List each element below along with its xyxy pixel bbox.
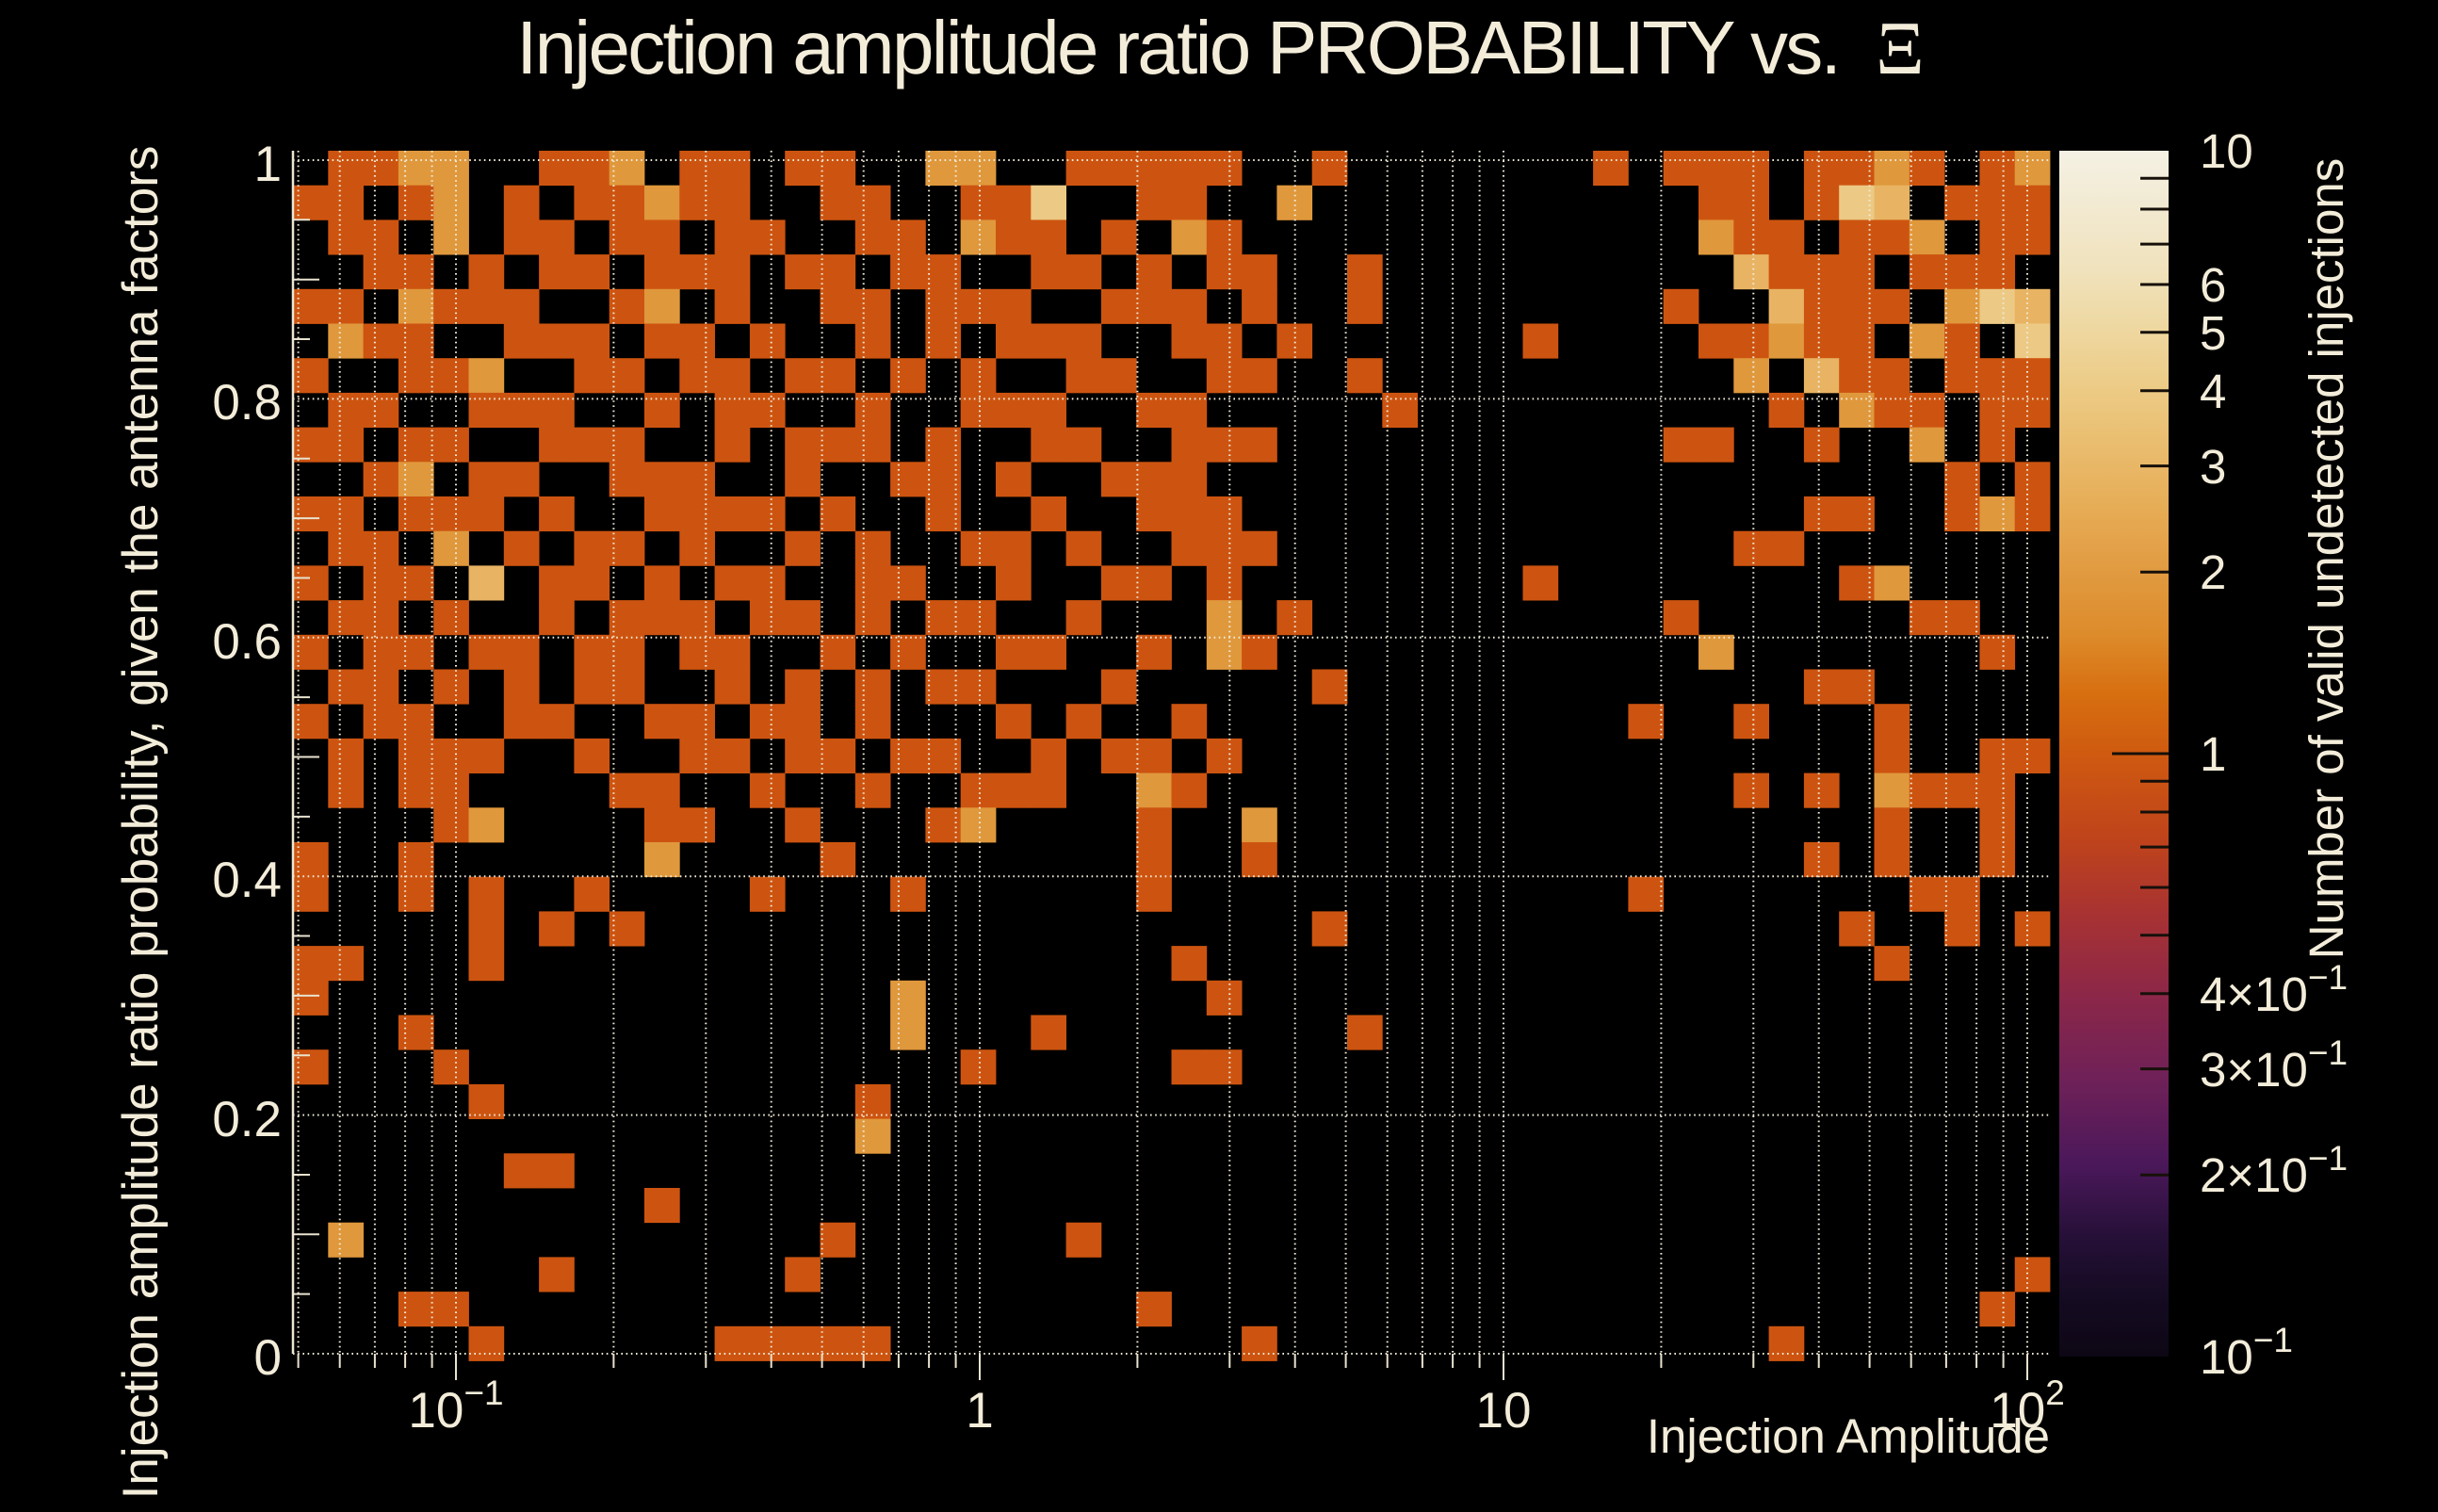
svg-text:102: 102 bbox=[1990, 1374, 2065, 1439]
svg-text:1: 1 bbox=[2200, 727, 2226, 781]
svg-text:Injection Amplitude: Injection Amplitude bbox=[1647, 1409, 2050, 1463]
svg-text:0: 0 bbox=[254, 1330, 282, 1386]
svg-text:Number of valid undetected inj: Number of valid undetected injections bbox=[2300, 158, 2353, 960]
svg-text:6: 6 bbox=[2200, 258, 2226, 312]
svg-text:4: 4 bbox=[2200, 365, 2226, 418]
svg-text:10: 10 bbox=[2200, 124, 2253, 178]
svg-text:0.6: 0.6 bbox=[212, 614, 282, 670]
svg-text:Injection amplitude ratio prob: Injection amplitude ratio probability, g… bbox=[113, 146, 169, 1500]
svg-text:5: 5 bbox=[2200, 306, 2226, 360]
svg-text:3: 3 bbox=[2200, 440, 2226, 494]
svg-text:Injection amplitude ratio PROB: Injection amplitude ratio PROBABILITY vs… bbox=[516, 6, 1922, 90]
svg-text:0.4: 0.4 bbox=[212, 853, 282, 908]
svg-text:1: 1 bbox=[254, 137, 282, 192]
svg-text:0.8: 0.8 bbox=[212, 375, 282, 431]
svg-text:2: 2 bbox=[2200, 545, 2226, 599]
svg-text:0.2: 0.2 bbox=[212, 1092, 282, 1147]
svg-text:4×10−1: 4×10−1 bbox=[2200, 958, 2348, 1021]
svg-text:1: 1 bbox=[966, 1383, 993, 1439]
svg-text:10: 10 bbox=[1476, 1383, 1532, 1439]
